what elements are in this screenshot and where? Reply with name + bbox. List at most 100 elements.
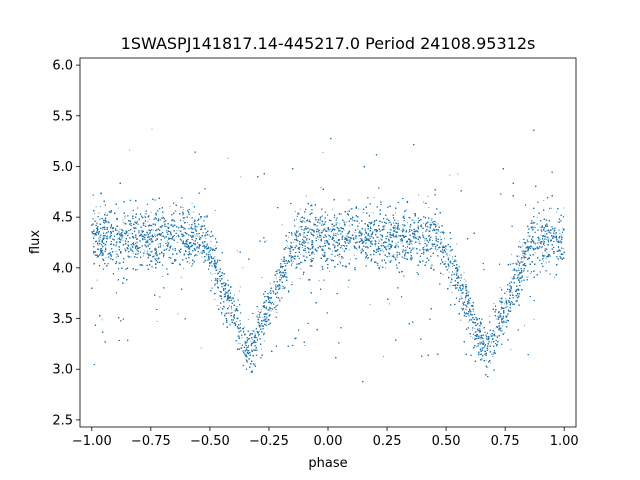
- data-point: [493, 302, 495, 304]
- data-point: [185, 242, 187, 244]
- data-point: [436, 249, 438, 251]
- data-point: [250, 341, 252, 343]
- data-point: [331, 226, 333, 228]
- data-point: [221, 314, 223, 316]
- data-point: [543, 260, 545, 262]
- data-point: [306, 195, 308, 197]
- data-point: [430, 222, 432, 224]
- data-point: [115, 245, 117, 247]
- data-point: [481, 358, 483, 360]
- data-point: [506, 291, 508, 293]
- data-point: [275, 292, 277, 294]
- data-point: [138, 231, 140, 233]
- data-point: [93, 229, 95, 231]
- data-point: [183, 228, 185, 230]
- data-point: [146, 251, 148, 253]
- data-point: [563, 207, 565, 209]
- data-point: [541, 254, 543, 256]
- data-point: [332, 250, 334, 252]
- data-point: [524, 243, 526, 245]
- data-point: [144, 244, 146, 246]
- data-point: [306, 239, 308, 241]
- data-point: [193, 228, 195, 230]
- data-point: [239, 342, 241, 344]
- data-point: [545, 261, 547, 263]
- data-point: [512, 294, 514, 296]
- data-point: [102, 254, 104, 256]
- data-point: [144, 216, 146, 218]
- data-point: [187, 221, 189, 223]
- data-point: [269, 300, 271, 302]
- data-point: [347, 241, 349, 243]
- data-point: [550, 207, 552, 209]
- data-point: [277, 304, 279, 306]
- data-point: [263, 334, 265, 336]
- data-point: [279, 280, 281, 282]
- data-point: [103, 235, 105, 237]
- data-point: [370, 223, 372, 225]
- data-point: [387, 238, 389, 240]
- data-point: [227, 279, 229, 281]
- data-point: [304, 221, 306, 223]
- data-point: [480, 338, 482, 340]
- data-point: [195, 235, 197, 237]
- data-point: [157, 243, 159, 245]
- data-point: [333, 232, 335, 234]
- data-point: [152, 229, 154, 231]
- data-point: [437, 248, 439, 250]
- data-point: [449, 254, 451, 256]
- data-point: [142, 234, 144, 236]
- data-point: [349, 258, 351, 260]
- data-point: [418, 236, 420, 238]
- data-point: [413, 247, 415, 249]
- data-point: [261, 276, 263, 278]
- data-point: [308, 230, 310, 232]
- data-point: [299, 218, 301, 220]
- data-point: [344, 225, 346, 227]
- data-point: [366, 258, 368, 260]
- data-point: [441, 261, 443, 263]
- data-point: [99, 239, 101, 241]
- data-point: [349, 208, 351, 210]
- data-point: [516, 295, 518, 297]
- data-point: [258, 335, 260, 337]
- data-point: [129, 247, 131, 249]
- data-point: [422, 233, 424, 235]
- data-point: [227, 306, 229, 308]
- data-point: [254, 363, 256, 365]
- data-point: [247, 318, 249, 320]
- data-point: [166, 240, 168, 242]
- data-point: [393, 225, 395, 227]
- data-point: [432, 240, 434, 242]
- data-point: [265, 240, 267, 242]
- data-point: [155, 212, 157, 214]
- data-point: [512, 269, 514, 271]
- data-point: [269, 301, 271, 303]
- data-point: [554, 233, 556, 235]
- data-point: [200, 347, 202, 349]
- data-point: [452, 266, 454, 268]
- data-point: [286, 245, 288, 247]
- data-point: [300, 253, 302, 255]
- data-point: [395, 247, 397, 249]
- data-point: [238, 290, 240, 292]
- data-point: [376, 231, 378, 233]
- data-point: [457, 173, 459, 175]
- data-point: [318, 280, 320, 282]
- data-point: [93, 243, 95, 245]
- data-point: [417, 235, 419, 237]
- data-point: [124, 217, 126, 219]
- data-point: [254, 332, 256, 334]
- data-point: [403, 214, 405, 216]
- data-point: [192, 222, 194, 224]
- data-point: [338, 256, 340, 258]
- data-point: [278, 284, 280, 286]
- data-point: [97, 244, 99, 246]
- data-point: [452, 284, 454, 286]
- data-point: [265, 316, 267, 318]
- data-point: [397, 220, 399, 222]
- data-point: [430, 219, 432, 221]
- data-point: [422, 232, 424, 234]
- data-point: [460, 295, 462, 297]
